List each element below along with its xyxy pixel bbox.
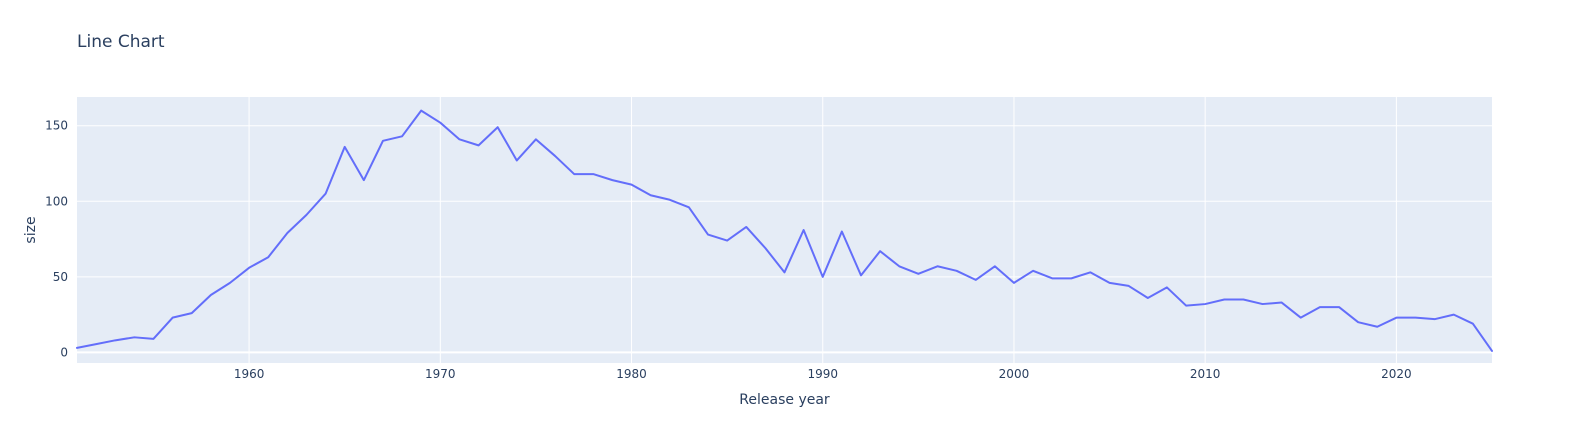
x-tick-label: 1960	[234, 367, 265, 381]
y-tick-label: 100	[45, 194, 68, 208]
plot-area	[77, 97, 1492, 363]
y-tick-label: 0	[60, 345, 68, 359]
series-layer	[76, 109, 1493, 352]
x-tick-label: 1970	[425, 367, 456, 381]
series-line	[76, 109, 1493, 352]
x-tick-label: 2010	[1190, 367, 1221, 381]
x-tick-label: 1980	[616, 367, 647, 381]
chart-title: Line Chart	[77, 32, 165, 52]
y-gridlines	[77, 125, 1492, 354]
y-axis-title: size	[23, 216, 39, 243]
y-tick-label: 50	[53, 270, 68, 284]
x-tick-label: 2000	[999, 367, 1030, 381]
y-axis-ticks: 0 50 100 150	[45, 119, 68, 360]
y-tick-label: 150	[45, 119, 68, 133]
x-axis-title: Release year	[739, 392, 830, 408]
x-axis-ticks: 1960 1970 1980 1990 2000 2010 2020	[234, 367, 1412, 381]
x-tick-label: 1990	[807, 367, 838, 381]
x-tick-label: 2020	[1381, 367, 1412, 381]
